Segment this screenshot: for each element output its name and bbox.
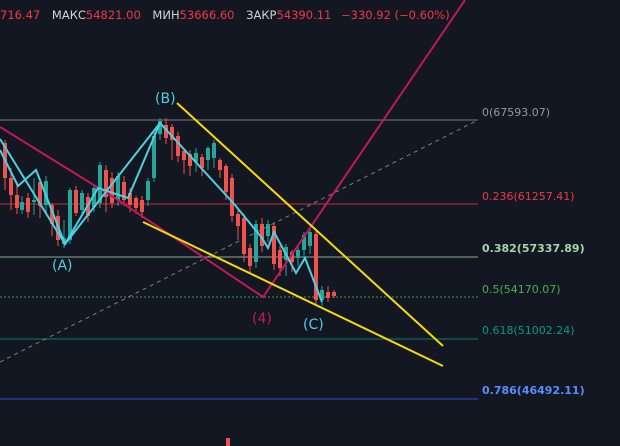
candle-body [38, 182, 42, 206]
candle-body [80, 193, 84, 210]
candle-body [164, 125, 168, 138]
candle-body [242, 218, 246, 254]
candle-body [158, 121, 162, 134]
abc-wave-line-sub [0, 122, 161, 247]
candle-body [116, 176, 120, 200]
change-value: −330.92 (−0.60%) [341, 8, 450, 22]
candle-body [122, 182, 126, 200]
low-value: 53666.60 [179, 8, 235, 22]
fib-price: (57337.89) [516, 242, 585, 255]
low-label: МИН [152, 8, 180, 22]
candle-body [68, 190, 72, 240]
candle-body [32, 200, 36, 202]
high-label: МАКС [51, 8, 86, 22]
fib-price: (67593.07) [489, 106, 551, 119]
volume-bar [226, 438, 230, 446]
candle-body [188, 154, 192, 166]
trend-channel-upper[interactable] [176, 102, 444, 347]
fib-label-0: 0(67593.07) [482, 106, 550, 119]
candle-body [302, 235, 306, 250]
fib-label-05: 0.5(54170.07) [482, 283, 561, 296]
candle-body [248, 248, 252, 266]
fib-label-0382: 0.382(57337.89) [482, 242, 585, 255]
fib-label-0618: 0.618(51002.24) [482, 324, 575, 337]
candle-body [254, 224, 258, 262]
fib-ratio: 0 [482, 106, 489, 119]
candle-body [20, 202, 24, 210]
candle-body [206, 148, 210, 160]
candle-body [110, 178, 114, 203]
candle-body [296, 250, 300, 258]
fib-label-0786: 0.786(46492.11) [482, 384, 585, 397]
fib-price: (46492.11) [516, 384, 585, 397]
candle-body [176, 136, 180, 156]
candle-body [50, 205, 54, 224]
fib-ratio: 0.382 [482, 242, 517, 255]
wave-label-4: (4) [252, 311, 272, 327]
candle-body [266, 224, 270, 236]
candle-body [320, 290, 324, 300]
high-value: 54821.00 [85, 8, 141, 22]
candle-body [134, 198, 138, 208]
candle-body [74, 190, 78, 213]
candle-body [92, 188, 96, 207]
impulse-wave-line[interactable] [0, 0, 466, 299]
candle-body [272, 226, 276, 264]
candle-body [332, 292, 336, 296]
candle-body [314, 234, 318, 300]
candle-body [200, 157, 204, 168]
fib-trend-line[interactable] [0, 119, 479, 363]
candle-body [278, 250, 282, 268]
candle-body [26, 198, 30, 212]
trend-channel-lower[interactable] [142, 221, 444, 367]
candle-body [152, 136, 156, 178]
fib-levels [0, 119, 478, 400]
candle-body [230, 178, 234, 216]
candle-body [170, 127, 174, 140]
fib-ratio: 0.236 [482, 190, 514, 203]
fib-ratio: 0.5 [482, 283, 500, 296]
abc-wave-line[interactable] [0, 121, 323, 303]
wave-label-a: (A) [52, 258, 73, 274]
open-value: 716.47 [0, 8, 41, 22]
candle-body [260, 224, 264, 246]
fib-price: (51002.24) [513, 324, 575, 337]
candle-body [98, 165, 102, 203]
candle-body [140, 200, 144, 212]
fib-label-0236: 0.236(61257.41) [482, 190, 575, 203]
fib-price: (54170.07) [499, 283, 561, 296]
wave-label-b: (B) [155, 91, 176, 107]
candle-body [236, 214, 240, 226]
candle-body [290, 252, 294, 262]
fib-ratio: 0.618 [482, 324, 514, 337]
candle-body [224, 166, 228, 192]
candle-body [308, 232, 312, 246]
fib-ratio: 0.786 [482, 384, 517, 397]
candle-body [182, 151, 186, 160]
candle-body [326, 292, 330, 298]
candle-body [9, 178, 13, 195]
candle-body [218, 160, 222, 170]
close-value: 54390.11 [276, 8, 332, 22]
wave-label-c: (C) [303, 317, 324, 333]
candle-body [194, 153, 198, 162]
fib-price: (61257.41) [513, 190, 575, 203]
candle-body [146, 181, 150, 200]
candle-body [15, 195, 19, 208]
ohlc-legend: 716.47 МАКС54821.00 МИН53666.60 ЗАКР5439… [0, 8, 450, 22]
close-label: ЗАКР [246, 8, 277, 22]
candle-body [212, 143, 216, 158]
candle-body [104, 170, 108, 197]
candle-body [128, 193, 132, 205]
